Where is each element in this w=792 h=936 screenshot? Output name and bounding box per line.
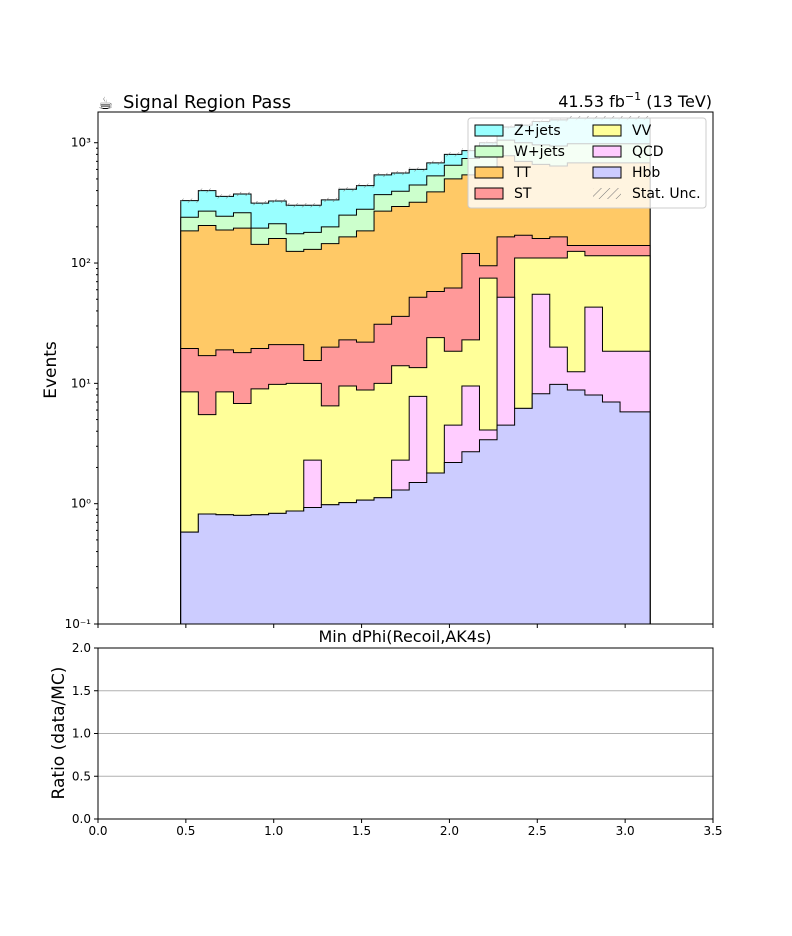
ratio-panel: 0.0 0.5 1.0 1.5 2.0 0.0 0.5 1.0 1.5 2.0 2.5 3.0 3.5… [49,641,723,838]
chart-title: Signal Region Pass [123,92,291,113]
stat-unc-band [286,203,304,208]
main-y-tick-label: 10² [71,256,91,270]
legend-swatch [592,124,622,137]
ratio-x-tick-label: 3.0 [616,824,635,838]
stat-unc-band [374,172,392,177]
stat-unc-band [426,160,445,165]
legend-item-hbb: Hbb [592,165,660,181]
main-y-axis-label: Events [41,341,61,399]
legend-label: W+jets [514,144,565,160]
ratio-y-tick-label: 0.5 [72,769,91,783]
main-y-tick-label: 10⁻¹ [65,617,92,631]
legend-label: Hbb [632,165,660,181]
ratio-x-tick-label: 0.0 [88,824,107,838]
legend-label: VV [632,123,652,139]
ratio-y-axis-label: Ratio (data/MC) [49,667,69,800]
main-x-axis-label: Min dPhi(Recoil,AK4s) [318,627,491,646]
legend-item-w-jets: W+jets [474,144,565,160]
legend-item-z-jets: Z+jets [474,123,561,139]
legend-label: Z+jets [514,123,561,139]
ratio-y-tick-label: 2.0 [72,641,91,655]
lumi-value: 41.53 fb [558,92,625,111]
stat-unc-band [303,203,322,208]
legend-label: Stat. Unc. [632,186,701,202]
stat-unc-band [251,201,269,206]
legend-label: QCD [632,144,664,160]
legend-swatch [474,145,504,158]
legend-swatch [474,166,504,179]
stat-unc-band [268,198,287,204]
legend-frame [467,117,707,209]
main-y-tick-label: 10³ [71,136,91,150]
legend-item-qcd: QCD [592,144,664,160]
legend-label: ST [514,186,532,202]
legend-item-vv: VV [592,123,652,139]
stat-unc-band [198,188,216,193]
legend-item-st: ST [474,186,532,202]
stat-unc-band [321,197,339,202]
ratio-y-tick-label: 0.0 [72,812,91,826]
legend-swatch [593,188,621,199]
legend-item-tt: TT [474,165,531,181]
main-y-ticks: 10⁻¹ 10⁰ 10¹ 10² 10³ [65,136,98,631]
ratio-x-tick-label: 2.0 [440,824,459,838]
main-x-ticks [97,624,714,628]
stat-unc-band [391,170,410,176]
stat-unc-band [233,191,252,197]
ratio-y-tick-label: 1.0 [72,727,91,741]
main-y-tick-label: 10¹ [71,376,91,390]
ratio-x-tick-label: 3.5 [703,824,722,838]
stat-unc-band [409,167,427,172]
ratio-x-ticks: 0.0 0.5 1.0 1.5 2.0 2.5 3.0 3.5 [88,819,723,838]
main-axes-frame [97,111,714,625]
ratio-y-tick-label: 1.5 [72,684,91,698]
stat-unc-band [444,152,462,157]
stat-unc-band [338,187,357,192]
lumi-exponent: −1 [625,90,641,103]
legend-swatch [474,187,504,200]
stack-hbb [180,383,651,624]
stack-layer [180,116,651,624]
ratio-grid [98,690,713,777]
lumi-energy: (13 TeV) [641,92,712,111]
ratio-x-tick-label: 1.0 [264,824,283,838]
ratio-y-ticks: 0.0 0.5 1.0 1.5 2.0 [72,641,98,826]
ratio-x-tick-label: 1.5 [352,824,371,838]
stat-unc-band [215,194,234,199]
main-panel: 10⁻¹ 10⁰ 10¹ 10² 10³ Events Min dPhi(Recoil,… [41,111,714,646]
legend-item-stat-unc-: Stat. Unc. [593,186,701,202]
title-icon: ☕ [98,94,113,114]
legend-swatch [474,124,504,137]
ratio-x-tick-label: 2.5 [528,824,547,838]
ratio-x-tick-label: 0.5 [176,824,195,838]
legend-swatch [592,145,622,158]
lumi-label: 41.53 fb−1 (13 TeV) [558,90,712,111]
legend: Z+jets VV W+jets QCD TT Hbb ST Stat. Unc. [467,117,707,209]
legend-swatch [592,166,622,179]
stat-unc-band [356,183,375,188]
main-y-tick-label: 10⁰ [71,497,91,511]
legend-label: TT [513,165,531,181]
stat-unc-band [180,198,199,203]
